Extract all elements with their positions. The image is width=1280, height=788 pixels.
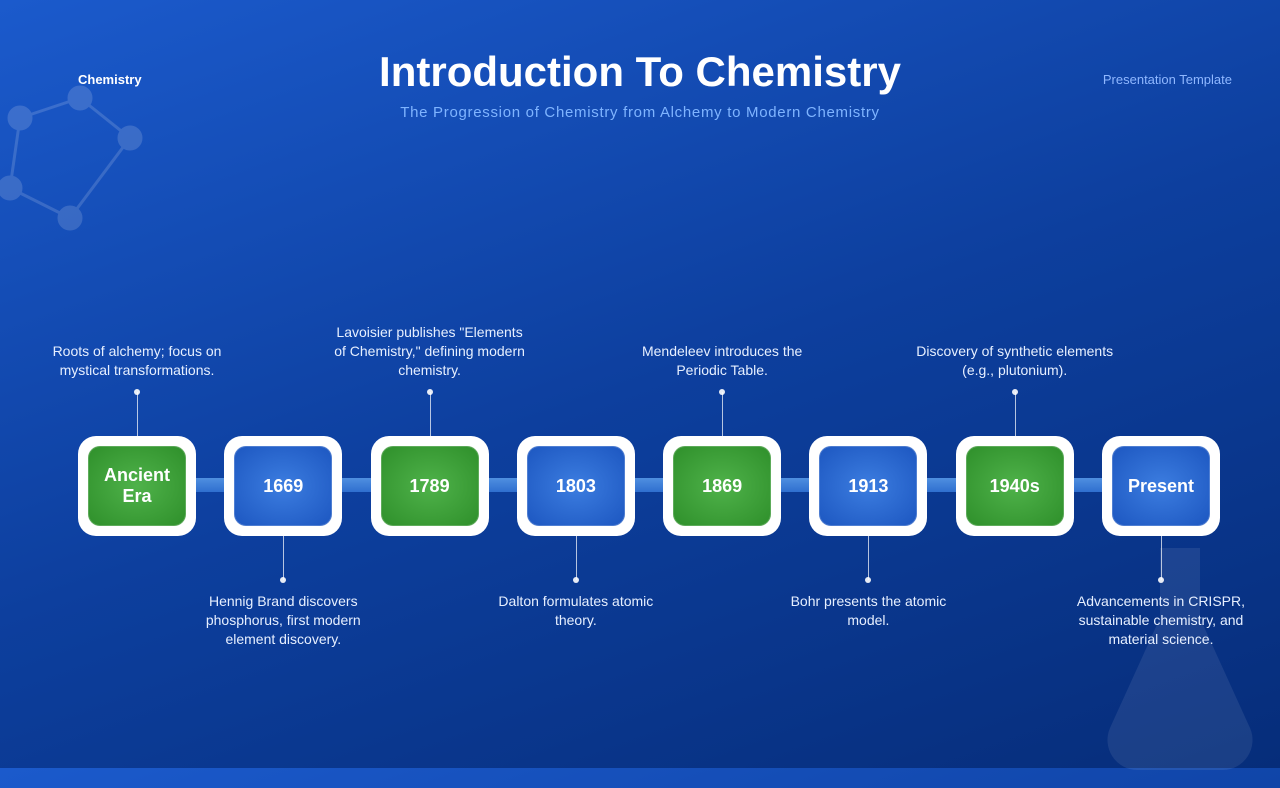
logo-text: Chemistry — [78, 72, 142, 87]
timeline-dot — [1012, 389, 1018, 395]
timeline-node: AncientEraRoots of alchemy; focus on mys… — [78, 436, 196, 536]
timeline-desc: Bohr presents the atomic model. — [768, 592, 968, 630]
timeline-chip: 1789 — [381, 446, 479, 526]
molecule-decoration-icon — [0, 58, 180, 278]
timeline-stem — [430, 392, 431, 436]
timeline: AncientEraRoots of alchemy; focus on mys… — [78, 436, 1220, 536]
timeline-stem — [1015, 392, 1016, 436]
timeline-chip: AncientEra — [88, 446, 186, 526]
timeline-stem — [137, 392, 138, 436]
timeline-node: PresentAdvancements in CRISPR, sustainab… — [1102, 436, 1220, 536]
template-label: Presentation Template — [1103, 72, 1232, 87]
timeline-dot — [280, 577, 286, 583]
timeline-node: 1913Bohr presents the atomic model. — [809, 436, 927, 536]
timeline-stem — [576, 536, 577, 580]
timeline-chip: 1869 — [673, 446, 771, 526]
timeline-dot — [865, 577, 871, 583]
timeline-dot — [1158, 577, 1164, 583]
timeline-desc: Roots of alchemy; focus on mystical tran… — [37, 342, 237, 380]
page-subtitle: The Progression of Chemistry from Alchem… — [0, 104, 1280, 121]
timeline-stem — [283, 536, 284, 580]
timeline-stem — [722, 392, 723, 436]
timeline-node: 1669Hennig Brand discovers phosphorus, f… — [224, 436, 342, 536]
timeline-chip: 1803 — [527, 446, 625, 526]
timeline-desc: Lavoisier publishes "Elements of Chemist… — [330, 323, 530, 380]
timeline-dot — [427, 389, 433, 395]
timeline-stem — [868, 536, 869, 580]
timeline-chip: 1913 — [819, 446, 917, 526]
timeline-desc: Hennig Brand discovers phosphorus, first… — [183, 592, 383, 649]
timeline-dot — [719, 389, 725, 395]
timeline-dot — [134, 389, 140, 395]
timeline-node: 1869Mendeleev introduces the Periodic Ta… — [663, 436, 781, 536]
timeline-desc: Mendeleev introduces the Periodic Table. — [622, 342, 822, 380]
timeline-chip: 1940s — [966, 446, 1064, 526]
timeline-dot — [573, 577, 579, 583]
timeline-chip: Present — [1112, 446, 1210, 526]
timeline-desc: Advancements in CRISPR, sustainable chem… — [1061, 592, 1261, 649]
timeline-desc: Dalton formulates atomic theory. — [476, 592, 676, 630]
timeline-stem — [1161, 536, 1162, 580]
timeline-desc: Discovery of synthetic elements (e.g., p… — [915, 342, 1115, 380]
flask-decoration-icon — [1070, 528, 1280, 788]
timeline-node: 1803Dalton formulates atomic theory. — [517, 436, 635, 536]
timeline-node: 1940sDiscovery of synthetic elements (e.… — [956, 436, 1074, 536]
timeline-node: 1789Lavoisier publishes "Elements of Che… — [371, 436, 489, 536]
page-title: Introduction To Chemistry — [0, 48, 1280, 96]
timeline-chip: 1669 — [234, 446, 332, 526]
